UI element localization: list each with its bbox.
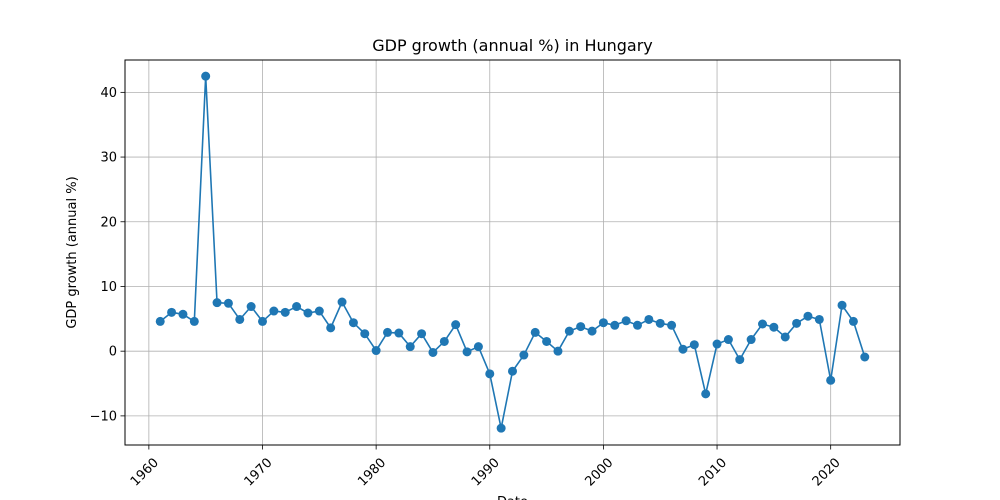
data-point: [235, 314, 245, 324]
plot-frame: [124, 59, 901, 446]
data-point: [678, 344, 688, 354]
plot-area: [125, 60, 900, 445]
data-point: [780, 332, 790, 342]
data-point: [451, 320, 461, 330]
data-point: [303, 308, 313, 318]
data-point: [223, 298, 233, 308]
data-point: [360, 329, 370, 339]
data-point: [462, 347, 472, 357]
data-point: [655, 318, 665, 328]
x-axis-label: Date: [497, 495, 528, 500]
y-tick-label: 10: [100, 280, 117, 295]
data-point: [496, 423, 506, 433]
data-point: [701, 389, 711, 399]
data-point: [553, 346, 563, 356]
data-point: [530, 327, 540, 337]
data-point: [428, 347, 438, 357]
data-point: [326, 323, 336, 333]
data-point: [723, 335, 733, 345]
data-point: [348, 318, 358, 328]
data-point: [689, 340, 699, 350]
data-point: [814, 314, 824, 324]
data-point: [803, 311, 813, 321]
data-point: [598, 318, 608, 328]
y-tick-label: 20: [100, 215, 117, 230]
data-point: [792, 318, 802, 328]
data-point: [269, 306, 279, 316]
data-point: [337, 297, 347, 307]
data-series: [155, 71, 870, 433]
data-point: [394, 328, 404, 338]
data-point: [644, 314, 654, 324]
data-point: [508, 366, 517, 376]
data-point: [201, 71, 211, 81]
data-point: [189, 316, 199, 326]
data-point: [473, 342, 483, 352]
data-point: [371, 346, 381, 356]
data-point: [485, 369, 495, 379]
data-point: [587, 326, 597, 336]
data-point: [280, 307, 290, 317]
data-point: [292, 302, 302, 312]
data-point: [576, 322, 586, 332]
data-point: [667, 320, 677, 330]
data-point: [167, 307, 177, 317]
data-point: [155, 316, 165, 326]
data-point: [519, 350, 529, 360]
y-tick-label: 40: [100, 86, 117, 101]
data-point: [417, 329, 427, 339]
data-point: [439, 336, 449, 346]
data-point: [542, 336, 552, 346]
grid-lines: [125, 60, 900, 445]
chart-title: GDP growth (annual %) in Hungary: [372, 36, 653, 55]
y-tick-label: 30: [100, 151, 117, 166]
data-point: [712, 339, 722, 349]
data-point: [610, 320, 620, 330]
data-point: [769, 322, 779, 332]
data-point: [564, 326, 574, 336]
y-axis-label: GDP growth (annual %): [65, 176, 80, 328]
data-point: [826, 375, 836, 385]
data-point: [837, 300, 847, 310]
data-point: [405, 342, 415, 352]
data-point: [258, 316, 267, 326]
y-tick-label: 0: [109, 345, 117, 360]
data-point: [383, 327, 392, 337]
data-point: [758, 319, 767, 329]
data-point: [735, 355, 745, 365]
data-point: [746, 335, 756, 345]
data-point: [178, 309, 188, 319]
data-point: [848, 316, 858, 326]
data-point: [860, 352, 870, 362]
data-point: [621, 316, 631, 326]
data-point: [212, 298, 222, 308]
data-point: [246, 302, 256, 312]
data-point: [633, 320, 642, 330]
y-tick-label: −10: [90, 409, 117, 424]
data-point: [314, 306, 324, 316]
